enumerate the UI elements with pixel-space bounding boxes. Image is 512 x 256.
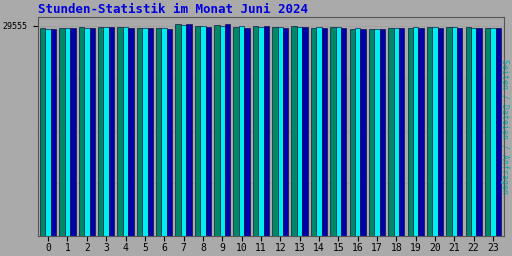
Bar [59,28,65,236]
Bar [233,27,239,236]
Bar [176,24,181,236]
Bar [471,28,476,236]
Bar [109,27,114,236]
Bar [496,28,501,236]
Bar [46,29,51,236]
Bar [225,24,230,236]
Bar [399,28,404,236]
Bar [388,28,394,236]
Bar [311,28,316,236]
Bar [128,28,134,236]
Y-axis label: Seiten / Dateien / Anfragen: Seiten / Dateien / Anfragen [500,59,509,194]
Bar [427,27,432,236]
Bar [161,28,167,236]
Bar [167,29,173,236]
Bar [330,27,335,236]
Bar [457,28,462,236]
Bar [244,28,250,236]
Bar [283,28,288,236]
Bar [355,28,360,236]
Bar [181,25,186,236]
Bar [413,27,418,236]
Bar [123,27,128,236]
Bar [438,28,443,236]
Bar [465,27,471,236]
Bar [200,26,206,236]
Bar [432,27,438,236]
Bar [291,26,297,236]
Bar [394,28,399,236]
Bar [341,28,347,236]
Bar [103,27,109,236]
Bar [369,29,374,236]
Bar [220,26,225,236]
Bar [195,26,200,236]
Bar [239,26,244,236]
Bar [490,28,496,236]
Bar [84,28,90,236]
Bar [65,28,70,236]
Bar [253,26,258,236]
Bar [278,27,283,236]
Bar [264,26,269,236]
Bar [272,27,278,236]
Bar [137,28,142,236]
Bar [156,28,161,236]
Bar [418,28,424,236]
Bar [302,27,308,236]
Bar [374,29,380,236]
Bar [485,28,490,236]
Bar [98,27,103,236]
Bar [316,27,322,236]
Bar [214,25,220,236]
Bar [147,28,153,236]
Bar [40,28,46,236]
Bar [446,27,452,236]
Bar [142,28,147,236]
Bar [360,29,366,236]
Bar [79,27,84,236]
Bar [90,28,95,236]
Bar [322,28,327,236]
Bar [186,24,191,236]
Bar [452,27,457,236]
Bar [70,28,76,236]
Bar [297,27,302,236]
Bar [117,27,123,236]
Bar [380,29,385,236]
Bar [335,27,341,236]
Bar [258,27,264,236]
Bar [51,29,56,236]
Text: Stunden-Statistik im Monat Juni 2024: Stunden-Statistik im Monat Juni 2024 [37,3,308,16]
Bar [408,28,413,236]
Bar [350,29,355,236]
Bar [206,27,211,236]
Bar [476,28,482,236]
